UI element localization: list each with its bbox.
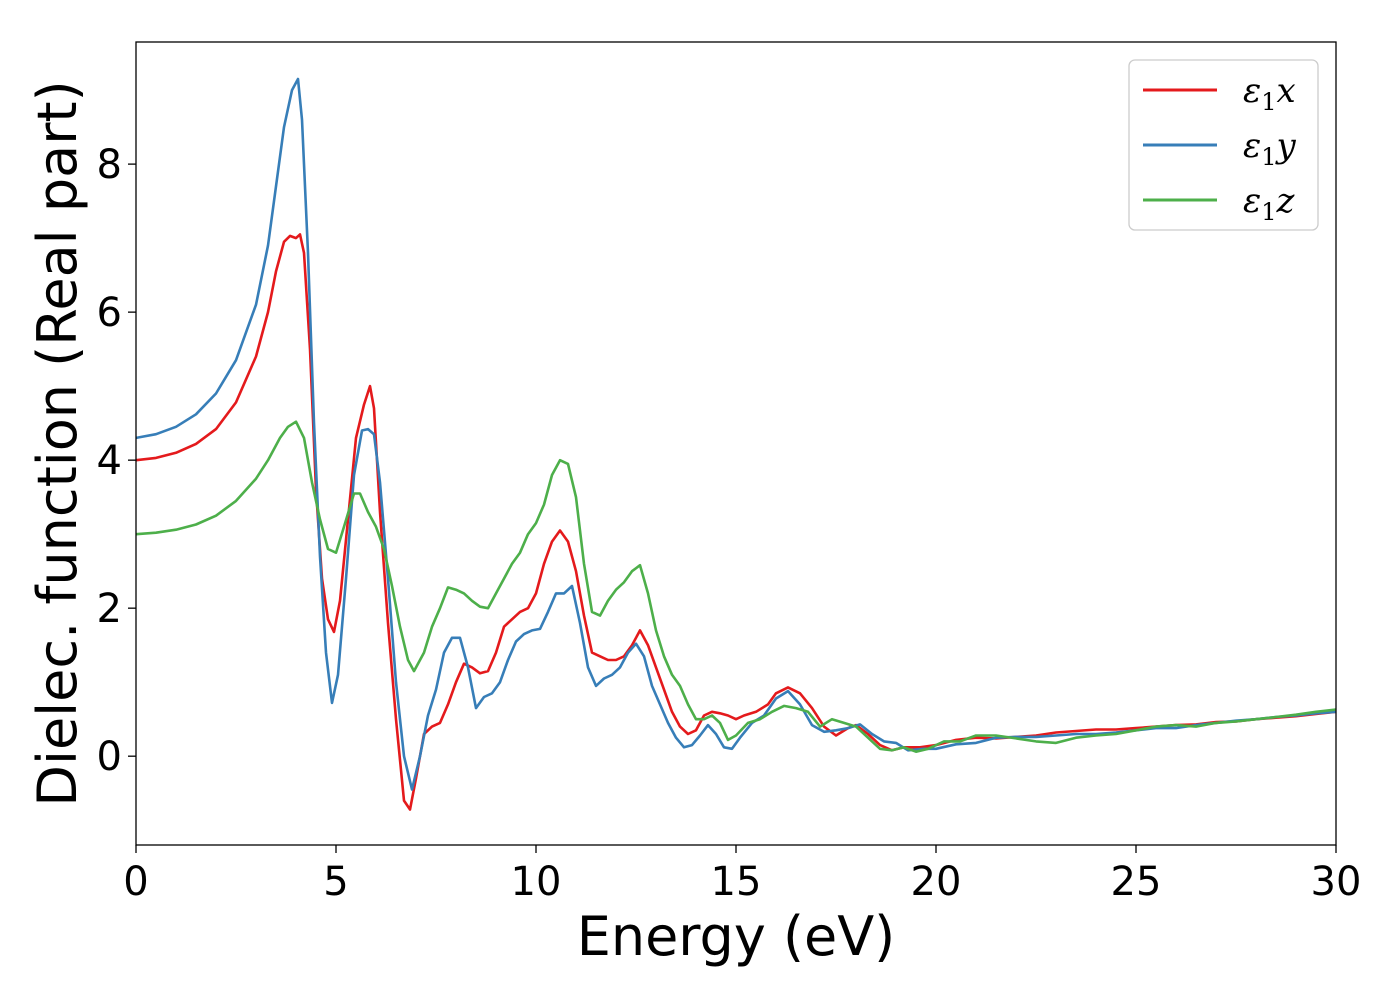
y-tick-label: 0 (97, 734, 122, 780)
series-line-z (136, 420, 1336, 753)
y-tick-label: 6 (97, 290, 122, 336)
series-layer (136, 77, 1336, 811)
legend-box (1128, 59, 1319, 231)
y-axis-ticks: 0 2 4 6 8 (97, 142, 136, 780)
y-tick-label: 4 (97, 438, 122, 484)
legend-item-x: ε1x (1143, 71, 1296, 116)
legend-item-y: ε1y (1143, 126, 1297, 171)
y-axis-label: Dielec. function (Real part) (26, 80, 89, 806)
x-axis-ticks: 0 5 10 15 20 25 30 (123, 845, 1361, 905)
x-tick-label: 0 (123, 859, 148, 905)
legend-item-z: ε1z (1143, 181, 1296, 226)
x-tick-label: 5 (323, 859, 348, 905)
y-tick-label: 2 (97, 586, 122, 632)
legend: ε1x ε1y ε1z (1128, 59, 1319, 231)
legend-label: ε1z (1243, 181, 1296, 226)
legend-label: ε1x (1243, 71, 1296, 116)
x-tick-label: 10 (511, 859, 562, 905)
legend-label: ε1y (1243, 126, 1297, 171)
y-tick-label: 8 (97, 142, 122, 188)
series-line-y (136, 77, 1336, 791)
series-line-x (136, 233, 1336, 811)
x-tick-label: 20 (911, 859, 962, 905)
x-axis-label: Energy (eV) (577, 905, 896, 968)
x-tick-label: 25 (1111, 859, 1162, 905)
x-tick-label: 15 (711, 859, 762, 905)
x-tick-label: 30 (1311, 859, 1362, 905)
